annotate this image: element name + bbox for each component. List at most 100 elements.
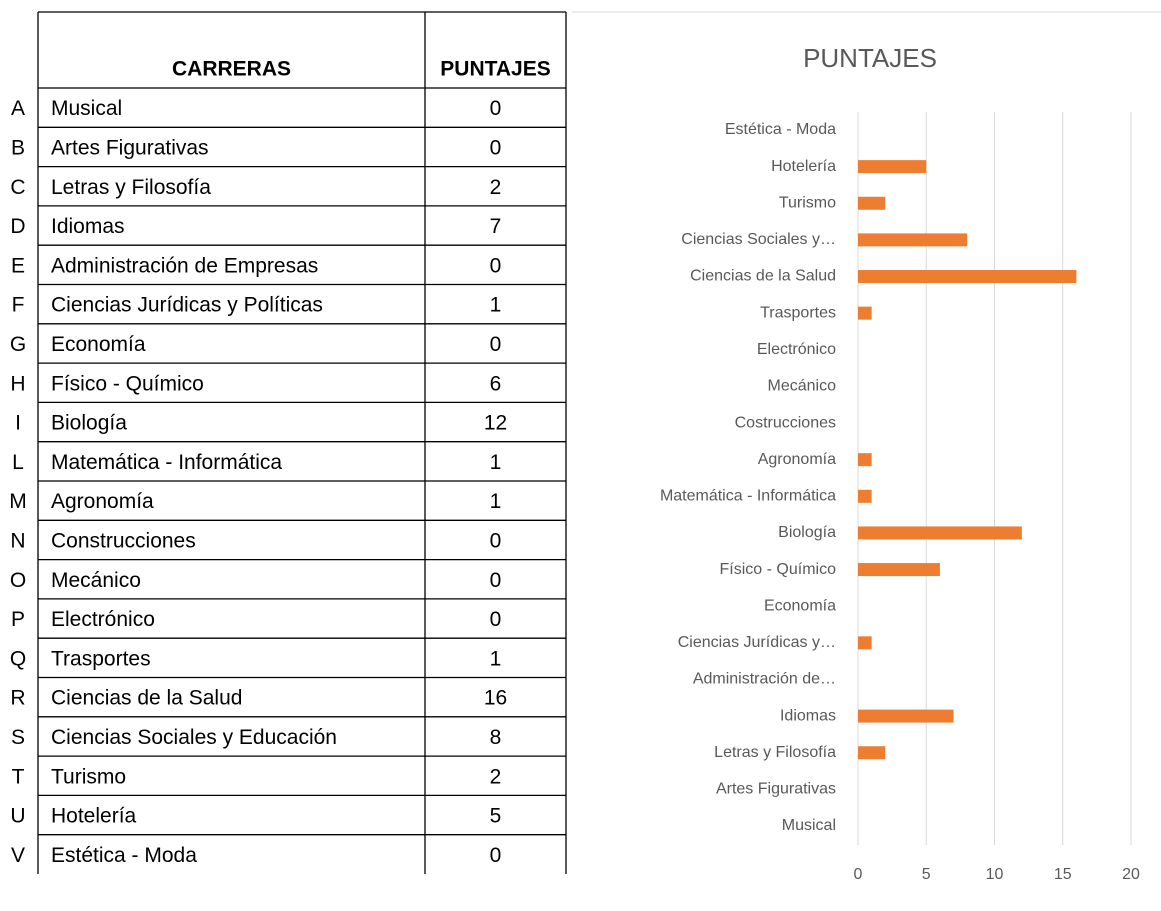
category-label: Agronomía [758, 451, 836, 468]
header-cell: PUNTAJES [440, 58, 550, 81]
header-cell: CARRERAS [172, 58, 291, 81]
row-letter: M [9, 490, 27, 513]
career-name: Electrónico [51, 608, 155, 631]
bar [858, 306, 872, 320]
career-name: Físico - Químico [51, 372, 204, 395]
bar [858, 270, 1077, 284]
career-name: Agronomía [51, 490, 154, 513]
row-letter: G [10, 333, 26, 356]
career-name: Artes Figurativas [51, 136, 209, 159]
bar [858, 233, 968, 247]
row-letter: V [11, 844, 25, 867]
row-letter: E [11, 254, 25, 277]
row-letter: C [10, 176, 25, 199]
row-letter: O [10, 569, 26, 592]
bar [858, 453, 872, 467]
category-label: Biología [778, 524, 836, 541]
career-name: Matemática - Informática [51, 451, 282, 474]
score: 0 [490, 569, 502, 592]
score: 6 [490, 372, 502, 395]
category-label: Ciencias de la Salud [690, 268, 836, 285]
career-name: Ciencias de la Salud [51, 687, 242, 710]
career-name: Administración de Empresas [51, 254, 318, 277]
row-letter: Q [10, 647, 26, 670]
career-name: Mecánico [51, 569, 141, 592]
career-name: Letras y Filosofía [51, 176, 211, 199]
bar [858, 160, 927, 174]
row-letter: D [10, 215, 25, 238]
x-tick-label: 5 [922, 866, 931, 883]
category-label: Mecánico [768, 378, 837, 395]
score: 1 [490, 451, 502, 474]
category-label: Economía [764, 597, 836, 614]
row-letter: F [12, 294, 25, 317]
category-label: Ciencias Sociales y… [681, 231, 836, 248]
row-letter: I [15, 412, 21, 435]
career-name: Trasportes [51, 647, 151, 670]
score: 2 [490, 765, 502, 788]
category-label: Musical [782, 817, 836, 834]
career-name: Hotelería [51, 805, 137, 828]
career-name: Construcciones [51, 529, 196, 552]
score: 1 [490, 490, 502, 513]
category-label: Hotelería [771, 158, 836, 175]
category-label: Electrónico [757, 341, 836, 358]
score: 2 [490, 176, 502, 199]
x-tick-label: 20 [1122, 866, 1140, 883]
score: 1 [490, 294, 502, 317]
score: 0 [490, 254, 502, 277]
row-letter: S [11, 726, 25, 749]
bar [858, 636, 872, 650]
row-letter: H [10, 372, 25, 395]
row-letter: L [12, 451, 24, 474]
score: 16 [484, 687, 507, 710]
score: 1 [490, 647, 502, 670]
x-tick-label: 15 [1054, 866, 1072, 883]
category-label: Letras y Filosofía [714, 744, 836, 761]
category-label: Trasportes [760, 304, 836, 321]
x-tick-label: 10 [986, 866, 1004, 883]
chart-title: PUNTAJES [803, 43, 937, 73]
bar [858, 746, 886, 760]
row-letter: R [10, 687, 25, 710]
career-name: Turismo [51, 765, 126, 788]
score: 8 [490, 726, 502, 749]
career-name: Biología [51, 412, 127, 435]
x-tick-label: 0 [854, 866, 863, 883]
score: 7 [490, 215, 502, 238]
category-label: Matemática - Informática [660, 488, 836, 505]
row-letter: T [12, 765, 25, 788]
bar [858, 489, 872, 503]
career-name: Idiomas [51, 215, 125, 238]
category-label: Estética - Moda [725, 121, 836, 138]
row-letter: A [11, 97, 25, 120]
bar [858, 526, 1022, 540]
row-letter: B [11, 136, 25, 159]
score: 12 [484, 412, 507, 435]
row-letter: N [10, 529, 25, 552]
score: 0 [490, 844, 502, 867]
score: 5 [490, 805, 502, 828]
score: 0 [490, 97, 502, 120]
career-name: Ciencias Jurídicas y Políticas [51, 294, 323, 317]
score: 0 [490, 608, 502, 631]
career-name: Musical [51, 97, 122, 120]
score: 0 [490, 136, 502, 159]
row-letter: P [11, 608, 25, 631]
bar [858, 563, 940, 577]
career-name: Ciencias Sociales y Educación [51, 726, 337, 749]
category-label: Costrucciones [735, 414, 836, 431]
bar [858, 709, 954, 723]
score: 0 [490, 529, 502, 552]
career-name: Estética - Moda [51, 844, 197, 867]
score: 0 [490, 333, 502, 356]
category-label: Idiomas [780, 707, 836, 724]
row-letter: U [10, 805, 25, 828]
category-label: Ciencias Jurídicas y… [678, 634, 836, 651]
bar [858, 196, 886, 210]
category-label: Artes Figurativas [716, 781, 836, 798]
category-label: Turismo [779, 194, 836, 211]
category-label: Administración de… [693, 671, 836, 688]
category-label: Físico - Químico [720, 561, 837, 578]
